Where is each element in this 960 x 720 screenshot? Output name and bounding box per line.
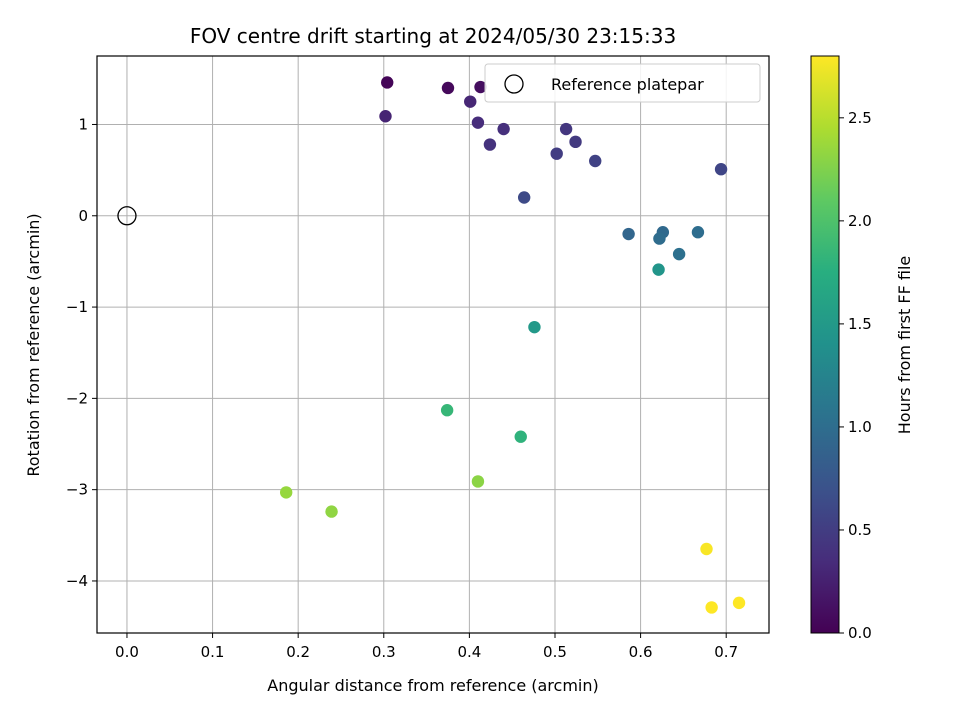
data-point (379, 110, 392, 123)
colorbar-ticks: 0.0 0.5 1.0 1.5 2.0 2.5 (839, 109, 872, 642)
y-tick-label: −2 (66, 389, 88, 407)
data-point (550, 147, 563, 160)
data-point (381, 76, 394, 89)
y-tick-label: −4 (66, 572, 88, 590)
colorbar: 0.0 0.5 1.0 1.5 2.0 2.5 Hours from first FF f… (810, 55, 914, 642)
data-point (471, 116, 485, 129)
y-axis-ticks: 1 0 −1 −2 −3 −4 (66, 115, 97, 590)
data-point (279, 486, 293, 499)
data-point (464, 95, 477, 108)
data-point (569, 135, 582, 149)
data-point (514, 430, 527, 443)
data-point (672, 247, 686, 261)
data-point (653, 232, 666, 245)
data-point (471, 475, 485, 488)
y-tick-label: −1 (66, 298, 88, 316)
y-axis-label: Rotation from reference (arcmin) (24, 213, 43, 476)
data-point (589, 154, 602, 168)
legend-entry-reference: Reference platepar (551, 75, 704, 94)
x-tick-label: 0.4 (457, 643, 481, 661)
chart-title: FOV centre drift starting at 2024/05/30 … (190, 24, 676, 48)
colorbar-label: Hours from first FF file (895, 256, 914, 435)
x-tick-label: 0.1 (201, 643, 225, 661)
colorbar-tick-label: 1.0 (848, 418, 872, 436)
data-point (705, 601, 718, 614)
colorbar-tick-label: 2.5 (848, 109, 872, 127)
x-tick-label: 0.2 (286, 643, 310, 661)
data-point (700, 542, 713, 556)
legend-marker-icon (504, 74, 524, 94)
data-point (440, 404, 454, 417)
grid-lines (97, 56, 769, 633)
x-axis-ticks: 0.0 0.1 0.2 0.3 0.4 0.5 0.6 0.7 (115, 633, 738, 661)
plot-frame (96, 55, 770, 634)
data-point (559, 122, 573, 136)
data-point (714, 163, 728, 176)
data-point (441, 81, 455, 95)
colorbar-tick-label: 0.5 (848, 521, 872, 539)
x-tick-label: 0.6 (629, 643, 653, 661)
x-axis-label: Angular distance from reference (arcmin) (267, 676, 598, 695)
data-point (325, 505, 338, 518)
x-tick-label: 0.3 (372, 643, 396, 661)
reference-point-marker (117, 206, 137, 226)
data-point (497, 122, 510, 136)
legend-box (484, 63, 761, 103)
x-tick-label: 0.7 (714, 643, 738, 661)
colorbar-tick-label: 1.5 (848, 315, 872, 333)
x-tick-label: 0.5 (543, 643, 567, 661)
data-point (483, 138, 497, 151)
data-point (474, 80, 487, 94)
data-point (691, 226, 705, 239)
colorbar-tick-label: 2.0 (848, 212, 872, 230)
y-tick-label: −3 (66, 481, 88, 499)
data-point (517, 191, 531, 204)
data-point (732, 596, 746, 610)
x-tick-label: 0.0 (115, 643, 139, 661)
data-point (622, 227, 635, 241)
data-point (528, 320, 541, 334)
y-tick-label: 0 (78, 207, 88, 225)
colorbar-tick-label: 0.0 (848, 624, 872, 642)
legend: Reference platepar (484, 63, 761, 103)
colorbar-gradient (810, 55, 840, 634)
data-point (652, 263, 665, 276)
y-tick-label: 1 (78, 115, 88, 133)
data-points (117, 76, 746, 614)
